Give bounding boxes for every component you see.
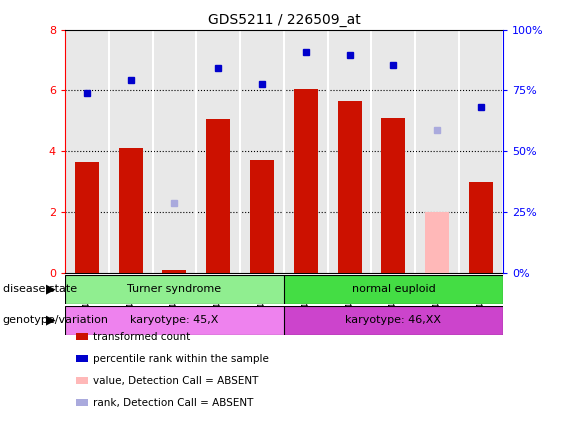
Bar (294, 89, 318, 273)
Bar (250, 160, 274, 273)
Bar (284, 306, 503, 335)
Text: normal euploid: normal euploid (351, 284, 435, 294)
Text: percentile rank within the sample: percentile rank within the sample (93, 354, 269, 364)
Bar (425, 212, 449, 273)
Text: genotype/variation: genotype/variation (3, 315, 109, 325)
Bar (284, 275, 503, 304)
Bar (337, 101, 362, 273)
Title: GDS5211 / 226509_at: GDS5211 / 226509_at (207, 13, 360, 27)
Text: ▶: ▶ (46, 283, 56, 296)
Bar (75, 162, 99, 273)
Bar (65, 275, 284, 304)
Bar (65, 306, 284, 335)
Text: karyotype: 45,X: karyotype: 45,X (131, 315, 219, 325)
Text: transformed count: transformed count (93, 332, 190, 342)
Text: value, Detection Call = ABSENT: value, Detection Call = ABSENT (93, 376, 259, 386)
Text: rank, Detection Call = ABSENT: rank, Detection Call = ABSENT (93, 398, 254, 408)
Bar (162, 270, 186, 273)
Text: karyotype: 46,XX: karyotype: 46,XX (345, 315, 441, 325)
Bar (206, 119, 231, 273)
Bar (119, 148, 143, 273)
Text: ▶: ▶ (46, 314, 56, 327)
Text: Turner syndrome: Turner syndrome (127, 284, 221, 294)
Text: disease state: disease state (3, 284, 77, 294)
Bar (469, 181, 493, 273)
Bar (381, 118, 406, 273)
